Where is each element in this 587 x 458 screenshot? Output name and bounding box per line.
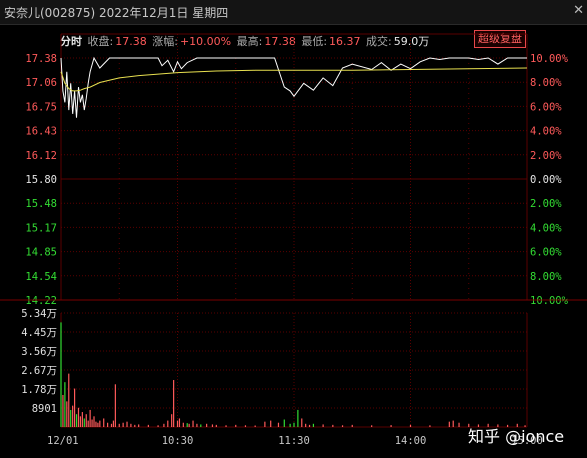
price-tick-label: 15.17 bbox=[25, 222, 57, 234]
percent-tick-label: 10.00% bbox=[530, 295, 569, 307]
price-tick-label: 15.48 bbox=[25, 198, 57, 210]
change-value: +10.00% bbox=[179, 35, 232, 48]
percent-tick-label: 6.00% bbox=[530, 101, 562, 113]
time-tick-label: 14:00 bbox=[395, 435, 427, 447]
price-line bbox=[60, 56, 527, 118]
price-tick-label: 17.06 bbox=[25, 77, 57, 89]
price-tick-label: 16.43 bbox=[25, 126, 57, 138]
percent-tick-label: 2.00% bbox=[530, 150, 562, 162]
title-bar: 安奈儿(002875) 2022年12月1日 星期四 ✕ bbox=[0, 0, 587, 25]
price-tick-label: 14.85 bbox=[25, 247, 57, 259]
low-value: 16.37 bbox=[329, 35, 361, 48]
close-label: 收盘: bbox=[87, 35, 114, 48]
time-tick-label: 15:00 bbox=[511, 435, 543, 447]
volume-label: 成交: bbox=[366, 35, 392, 48]
watermark: 知乎 @ionce bbox=[468, 427, 565, 446]
percent-tick-label: 4.00% bbox=[530, 126, 562, 138]
volume-tick-label: 2.67万 bbox=[21, 365, 57, 377]
window-title: 安奈儿(002875) 2022年12月1日 星期四 bbox=[4, 6, 229, 20]
time-tick-label: 11:30 bbox=[278, 435, 310, 447]
percent-tick-label: 8.00% bbox=[530, 271, 562, 283]
quote-info-bar: 分时 收盘: 17.38 涨幅: +10.00% 最高: 17.38 最低: 16.37… bbox=[60, 33, 530, 48]
close-icon[interactable]: ✕ bbox=[573, 3, 584, 18]
low-label: 最低: bbox=[301, 35, 328, 48]
close-value: 17.38 bbox=[115, 35, 147, 48]
time-tick-label: 12/01 bbox=[47, 435, 79, 447]
high-value: 17.38 bbox=[264, 35, 296, 48]
time-tick-label: 10:30 bbox=[162, 435, 194, 447]
percent-tick-label: 4.00% bbox=[530, 222, 562, 234]
average-price-line bbox=[60, 67, 528, 92]
change-label: 涨幅: bbox=[152, 35, 178, 48]
volume-tick-label: 3.56万 bbox=[21, 346, 57, 358]
price-tick-label: 17.38 bbox=[25, 53, 57, 65]
price-tick-label: 16.12 bbox=[25, 150, 57, 162]
volume-tick-label: 5.34万 bbox=[21, 308, 57, 320]
volume-value: 59.0万 bbox=[393, 35, 430, 48]
price-tick-label: 14.22 bbox=[25, 295, 57, 307]
volume-tick-label: 4.45万 bbox=[21, 327, 57, 339]
percent-tick-label: 6.00% bbox=[530, 247, 562, 259]
tab-intraday[interactable]: 分时 bbox=[60, 35, 82, 48]
volume-tick-label: 8901 bbox=[32, 403, 57, 415]
price-tick-label: 16.75 bbox=[25, 101, 57, 113]
percent-tick-label: 0.00% bbox=[530, 174, 562, 186]
percent-tick-label: 8.00% bbox=[530, 77, 562, 89]
percent-tick-label: 2.00% bbox=[530, 198, 562, 210]
price-tick-label: 14.54 bbox=[25, 271, 57, 283]
volume-tick-label: 1.78万 bbox=[21, 384, 57, 396]
percent-tick-label: 10.00% bbox=[530, 53, 569, 65]
price-tick-label: 15.80 bbox=[25, 174, 57, 186]
high-label: 最高: bbox=[236, 35, 263, 48]
